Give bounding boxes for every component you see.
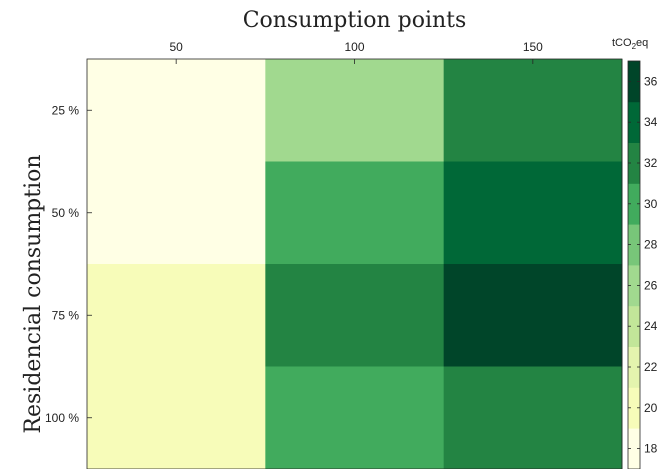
colorbar-tick-label: 30 xyxy=(644,197,658,211)
y-tick-label: 100 % xyxy=(45,411,79,425)
heatmap-cell xyxy=(265,366,445,469)
x-axis-label: Consumption points xyxy=(243,8,467,33)
heatmap-cell xyxy=(87,264,266,367)
colorbar-tick-label: 24 xyxy=(644,319,658,333)
colorbar: 18 20 22 24 26 28 30 32 34 36 tCO2eq xyxy=(612,37,658,469)
colorbar-segment xyxy=(628,265,640,307)
colorbar-frame xyxy=(627,60,641,469)
colorbar-segment xyxy=(628,346,640,388)
x-axis-ticks: 50 100 150 xyxy=(169,40,543,64)
colorbar-tick-label: 36 xyxy=(644,74,658,88)
heatmap-cell xyxy=(87,59,266,162)
y-axis-ticks: 25 % 50 % 75 % 100 % xyxy=(45,103,92,425)
heatmap-cell xyxy=(443,264,623,367)
y-tick-label: 50 % xyxy=(52,206,80,220)
colorbar-tick-label: 32 xyxy=(644,156,658,170)
colorbar-segment xyxy=(628,387,640,429)
colorbar-tick-label: 26 xyxy=(644,278,658,292)
colorbar-tick-label: 18 xyxy=(644,442,658,456)
x-tick-label: 150 xyxy=(523,40,543,54)
y-axis-label: Residencial consumption xyxy=(21,154,46,433)
y-tick-label: 75 % xyxy=(52,308,80,322)
colorbar-segment xyxy=(628,183,640,225)
colorbar-segment xyxy=(628,305,640,347)
heatmap-cell xyxy=(265,59,445,162)
x-tick-label: 100 xyxy=(344,40,364,54)
colorbar-tick-label: 20 xyxy=(644,401,658,415)
heatmap-cell xyxy=(87,366,266,469)
heatmap-cells xyxy=(86,58,623,469)
colorbar-tick-label: 28 xyxy=(644,238,658,252)
colorbar-segment xyxy=(628,142,640,184)
heatmap-cell xyxy=(265,264,445,367)
colorbar-tick-label: 22 xyxy=(644,360,658,374)
x-tick-label: 50 xyxy=(169,40,183,54)
heatmap-cell xyxy=(443,59,623,162)
colorbar-segment xyxy=(628,61,640,103)
colorbar-label: tCO2eq xyxy=(612,37,648,51)
heatmap-cell xyxy=(265,161,445,265)
colorbar-tick-label: 34 xyxy=(644,115,658,129)
colorbar-segment xyxy=(628,101,640,143)
heatmap-cell xyxy=(87,161,266,265)
colorbar-segment xyxy=(628,224,640,266)
heatmap-cell xyxy=(443,366,623,469)
y-tick-label: 25 % xyxy=(52,103,80,117)
colorbar-segment xyxy=(628,428,640,469)
heatmap-cell xyxy=(443,161,623,265)
